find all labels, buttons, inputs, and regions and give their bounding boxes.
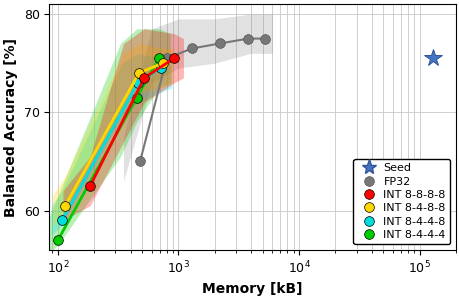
X-axis label: Memory [kB]: Memory [kB]	[202, 282, 302, 296]
Legend: Seed, FP32, INT 8-8-8-8, INT 8-4-8-8, INT 8-4-4-8, INT 8-4-4-4: Seed, FP32, INT 8-8-8-8, INT 8-4-8-8, IN…	[353, 159, 449, 244]
Y-axis label: Balanced Accuracy [%]: Balanced Accuracy [%]	[4, 38, 18, 217]
